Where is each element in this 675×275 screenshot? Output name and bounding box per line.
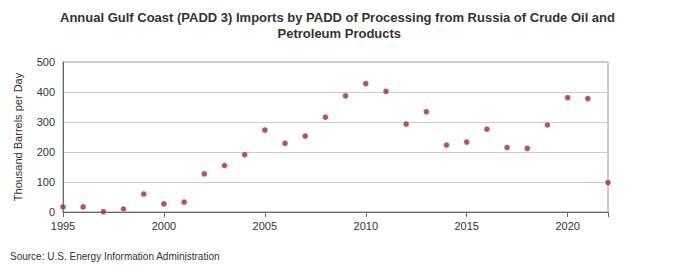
svg-text:200: 200 <box>37 146 55 158</box>
svg-text:1995: 1995 <box>51 220 75 232</box>
svg-text:100: 100 <box>37 176 55 188</box>
svg-text:2020: 2020 <box>555 220 579 232</box>
svg-text:Annual Gulf Coast (PADD 3) Imp: Annual Gulf Coast (PADD 3) Imports by PA… <box>60 10 615 25</box>
svg-text:2015: 2015 <box>454 220 478 232</box>
svg-text:Source: U.S. Energy Informatio: Source: U.S. Energy Information Administ… <box>10 251 220 262</box>
svg-text:300: 300 <box>37 116 55 128</box>
svg-text:2005: 2005 <box>253 220 277 232</box>
svg-text:Petroleum Products: Petroleum Products <box>274 26 401 41</box>
svg-text:2010: 2010 <box>354 220 378 232</box>
svg-text:500: 500 <box>37 56 55 68</box>
svg-text:0: 0 <box>49 206 55 218</box>
svg-text:2000: 2000 <box>152 220 176 232</box>
svg-text:400: 400 <box>37 86 55 98</box>
svg-text:Thousand Barrels per Day: Thousand Barrels per Day <box>12 72 24 201</box>
